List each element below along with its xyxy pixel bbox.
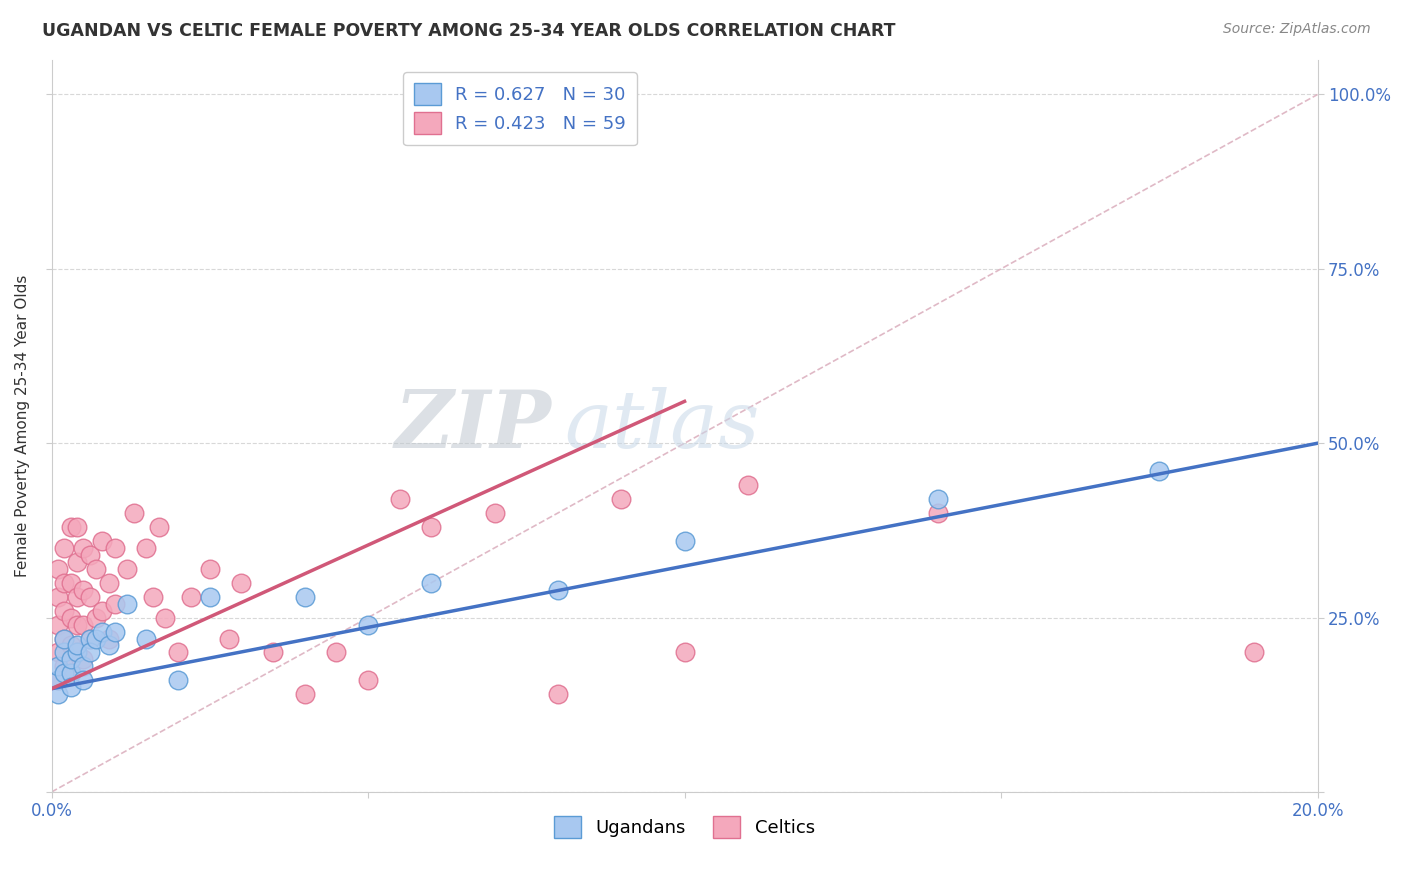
Point — [53, 632, 76, 646]
Point — [84, 632, 107, 646]
Point — [46, 562, 69, 576]
Point — [357, 617, 380, 632]
Point — [91, 533, 114, 548]
Point — [135, 632, 157, 646]
Point — [46, 659, 69, 673]
Point — [53, 604, 76, 618]
Point — [46, 687, 69, 701]
Point — [59, 666, 82, 681]
Point — [91, 624, 114, 639]
Point — [59, 575, 82, 590]
Point — [388, 491, 411, 506]
Point — [420, 575, 443, 590]
Point — [72, 673, 94, 688]
Point — [72, 617, 94, 632]
Point — [155, 610, 177, 624]
Point — [72, 541, 94, 555]
Point — [66, 645, 89, 659]
Point — [104, 624, 127, 639]
Point — [84, 562, 107, 576]
Point — [66, 520, 89, 534]
Point — [673, 645, 696, 659]
Text: Source: ZipAtlas.com: Source: ZipAtlas.com — [1223, 22, 1371, 37]
Point — [737, 478, 759, 492]
Point — [79, 548, 101, 562]
Point — [610, 491, 633, 506]
Point — [72, 659, 94, 673]
Point — [231, 575, 253, 590]
Point — [53, 666, 76, 681]
Point — [117, 597, 139, 611]
Point — [59, 652, 82, 666]
Point — [72, 582, 94, 597]
Point — [72, 652, 94, 666]
Point — [66, 639, 89, 653]
Point — [167, 645, 190, 659]
Point — [79, 632, 101, 646]
Text: UGANDAN VS CELTIC FEMALE POVERTY AMONG 25-34 YEAR OLDS CORRELATION CHART: UGANDAN VS CELTIC FEMALE POVERTY AMONG 2… — [42, 22, 896, 40]
Point — [59, 681, 82, 695]
Point — [180, 590, 202, 604]
Point — [1243, 645, 1265, 659]
Point — [46, 645, 69, 659]
Point — [104, 597, 127, 611]
Point — [59, 520, 82, 534]
Point — [79, 632, 101, 646]
Point — [66, 590, 89, 604]
Point — [218, 632, 240, 646]
Point — [547, 582, 569, 597]
Point — [142, 590, 165, 604]
Point — [420, 520, 443, 534]
Point — [53, 659, 76, 673]
Point — [79, 645, 101, 659]
Point — [547, 687, 569, 701]
Point — [198, 562, 221, 576]
Point — [927, 506, 949, 520]
Point — [46, 673, 69, 688]
Point — [294, 590, 316, 604]
Point — [122, 506, 145, 520]
Point — [46, 590, 69, 604]
Point — [59, 666, 82, 681]
Point — [46, 617, 69, 632]
Text: atlas: atlas — [564, 387, 759, 465]
Point — [148, 520, 170, 534]
Point — [53, 632, 76, 646]
Point — [97, 575, 120, 590]
Point — [46, 673, 69, 688]
Point — [66, 555, 89, 569]
Point — [104, 541, 127, 555]
Point — [66, 617, 89, 632]
Point — [673, 533, 696, 548]
Point — [198, 590, 221, 604]
Point — [135, 541, 157, 555]
Point — [262, 645, 284, 659]
Point — [1149, 464, 1171, 478]
Text: ZIP: ZIP — [395, 387, 551, 465]
Point — [53, 575, 76, 590]
Point — [91, 604, 114, 618]
Legend: Ugandans, Celtics: Ugandans, Celtics — [547, 809, 823, 846]
Point — [167, 673, 190, 688]
Point — [325, 645, 347, 659]
Point — [59, 610, 82, 624]
Point — [97, 639, 120, 653]
Point — [294, 687, 316, 701]
Y-axis label: Female Poverty Among 25-34 Year Olds: Female Poverty Among 25-34 Year Olds — [15, 275, 30, 577]
Point — [97, 632, 120, 646]
Point — [53, 645, 76, 659]
Point — [59, 639, 82, 653]
Point — [357, 673, 380, 688]
Point — [79, 590, 101, 604]
Point — [927, 491, 949, 506]
Point — [66, 645, 89, 659]
Point — [53, 541, 76, 555]
Point — [117, 562, 139, 576]
Point — [84, 610, 107, 624]
Point — [484, 506, 506, 520]
